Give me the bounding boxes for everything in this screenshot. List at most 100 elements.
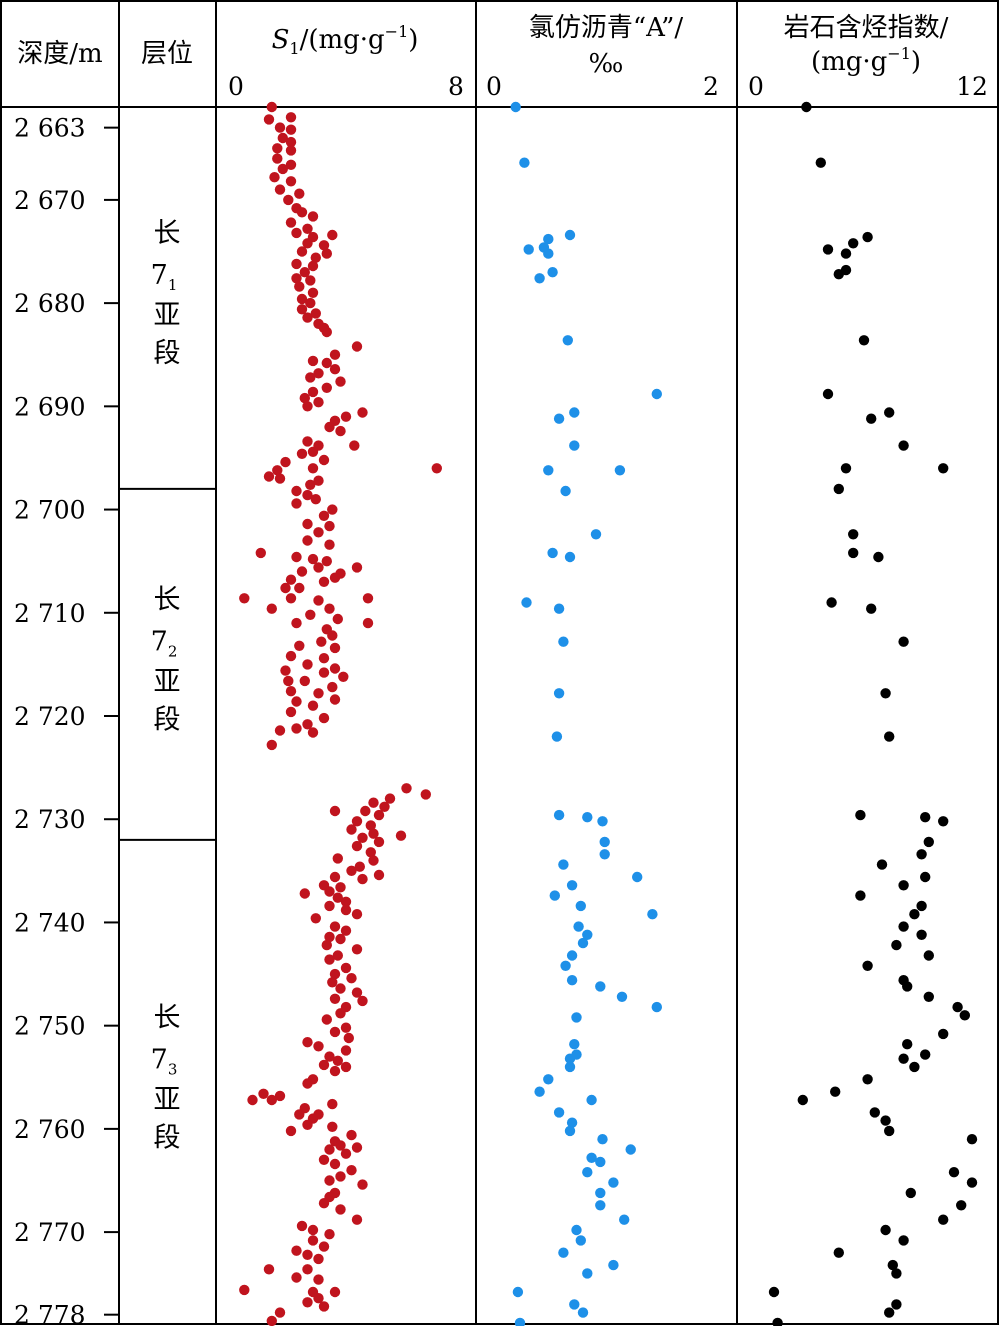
hc-index-point xyxy=(898,880,909,891)
s1-point xyxy=(329,1158,341,1170)
s1-point xyxy=(239,1284,250,1296)
layer-label-suffix2: 段 xyxy=(154,704,181,735)
s1-point xyxy=(274,473,286,484)
hc-index-series xyxy=(768,101,978,1326)
s1-point xyxy=(296,207,308,218)
chloroform-a-point xyxy=(577,1307,589,1318)
s1-point xyxy=(247,1094,258,1106)
chloroform-a-point xyxy=(619,1214,630,1225)
s1-point xyxy=(285,217,297,228)
chloroform-a-point xyxy=(569,440,580,451)
chloroform-a-point xyxy=(521,597,532,608)
hc-index-point xyxy=(866,413,877,424)
chloroform-a-point xyxy=(575,900,586,912)
s1-point xyxy=(420,789,431,800)
hc-index-point xyxy=(833,483,844,495)
hc-index-point xyxy=(916,929,927,940)
s1-point xyxy=(302,1297,313,1308)
s1-point xyxy=(280,456,291,468)
s1-point xyxy=(294,640,305,651)
s1-point xyxy=(335,1204,346,1215)
s1-point xyxy=(305,609,316,620)
s1-point xyxy=(321,248,332,259)
s1-point xyxy=(263,1264,275,1275)
chloroform-a-point xyxy=(599,836,610,848)
s1-point xyxy=(335,425,346,437)
s1-point xyxy=(351,562,363,573)
s1-point xyxy=(313,397,324,408)
s1-point xyxy=(401,783,412,794)
s1-point xyxy=(296,1220,308,1232)
chloroform-a-point xyxy=(553,1107,565,1118)
chloroform-a-axis-max: 2 xyxy=(703,72,719,101)
s1-point xyxy=(373,809,385,821)
layer-column-title: 层位 xyxy=(141,39,193,69)
s1-point xyxy=(368,797,379,808)
hc-index-point xyxy=(880,1224,891,1236)
hc-index-point xyxy=(952,1001,963,1013)
s1-point xyxy=(335,1171,346,1182)
hc-index-point xyxy=(833,1247,844,1258)
s1-point xyxy=(291,1245,302,1256)
hc-index-point xyxy=(797,1094,808,1106)
s1-point xyxy=(340,925,352,936)
s1-point xyxy=(324,886,335,897)
s1-point xyxy=(263,471,275,482)
s1-point xyxy=(335,983,346,994)
s1-point xyxy=(302,312,313,323)
s1-point xyxy=(307,260,319,272)
chloroform-a-point xyxy=(582,1167,593,1178)
hc-index-point xyxy=(848,529,859,540)
chloroform-a-point xyxy=(549,890,560,901)
chloroform-a-point xyxy=(625,1144,636,1155)
s1-point xyxy=(299,675,310,687)
layer-label-suffix2: 段 xyxy=(154,1122,181,1153)
s1-point xyxy=(332,613,343,625)
s1-point xyxy=(302,238,313,249)
s1-point xyxy=(291,723,302,734)
s1-point xyxy=(296,448,308,459)
s1-point xyxy=(302,535,313,546)
hc-index-point xyxy=(869,1107,880,1118)
chloroform-a-point xyxy=(573,921,584,932)
s1-point xyxy=(313,475,324,486)
chloroform-a-point xyxy=(543,1074,554,1085)
chloroform-a-point xyxy=(614,465,626,476)
s1-point xyxy=(296,293,308,305)
s1-point xyxy=(346,865,357,876)
s1-point xyxy=(272,143,283,154)
s1-point xyxy=(324,421,335,433)
hc-index-axis-min: 0 xyxy=(748,72,764,101)
s1-point xyxy=(272,465,283,476)
s1-point xyxy=(329,805,341,817)
s1-point xyxy=(310,913,321,924)
hc-index-point xyxy=(884,731,895,742)
chloroform-a-point xyxy=(560,485,571,497)
s1-point xyxy=(277,132,288,144)
depth-tick-label: 2 750 xyxy=(14,1012,86,1041)
chloroform-a-point xyxy=(560,960,571,971)
hc-index-track-title-line1: 岩石含烃指数/ xyxy=(784,13,949,43)
s1-point xyxy=(335,882,346,893)
s1-title-sup: −1 xyxy=(385,22,409,41)
s1-point xyxy=(296,566,308,577)
s1-point xyxy=(318,240,330,251)
chloroform-a-point xyxy=(512,1286,524,1298)
s1-point xyxy=(299,392,310,404)
s1-point xyxy=(351,1214,363,1225)
hc-index-point xyxy=(923,991,934,1002)
s1-point xyxy=(357,1179,368,1190)
hc-index-point xyxy=(801,101,812,113)
s1-point xyxy=(310,308,321,319)
layer-label-name: 长 xyxy=(154,1002,181,1033)
depth-tick-label: 2 778 xyxy=(14,1301,86,1326)
chloroform-a-point xyxy=(582,812,593,823)
layer-label-suffix1: 亚 xyxy=(154,1084,181,1115)
hc-index-point xyxy=(898,636,909,647)
s1-point xyxy=(313,562,324,573)
s1-track-title: S1/(mg·g−1) xyxy=(272,22,419,58)
hc-index-point xyxy=(772,1317,783,1326)
hc-index-point xyxy=(826,597,837,608)
s1-point xyxy=(357,873,368,885)
